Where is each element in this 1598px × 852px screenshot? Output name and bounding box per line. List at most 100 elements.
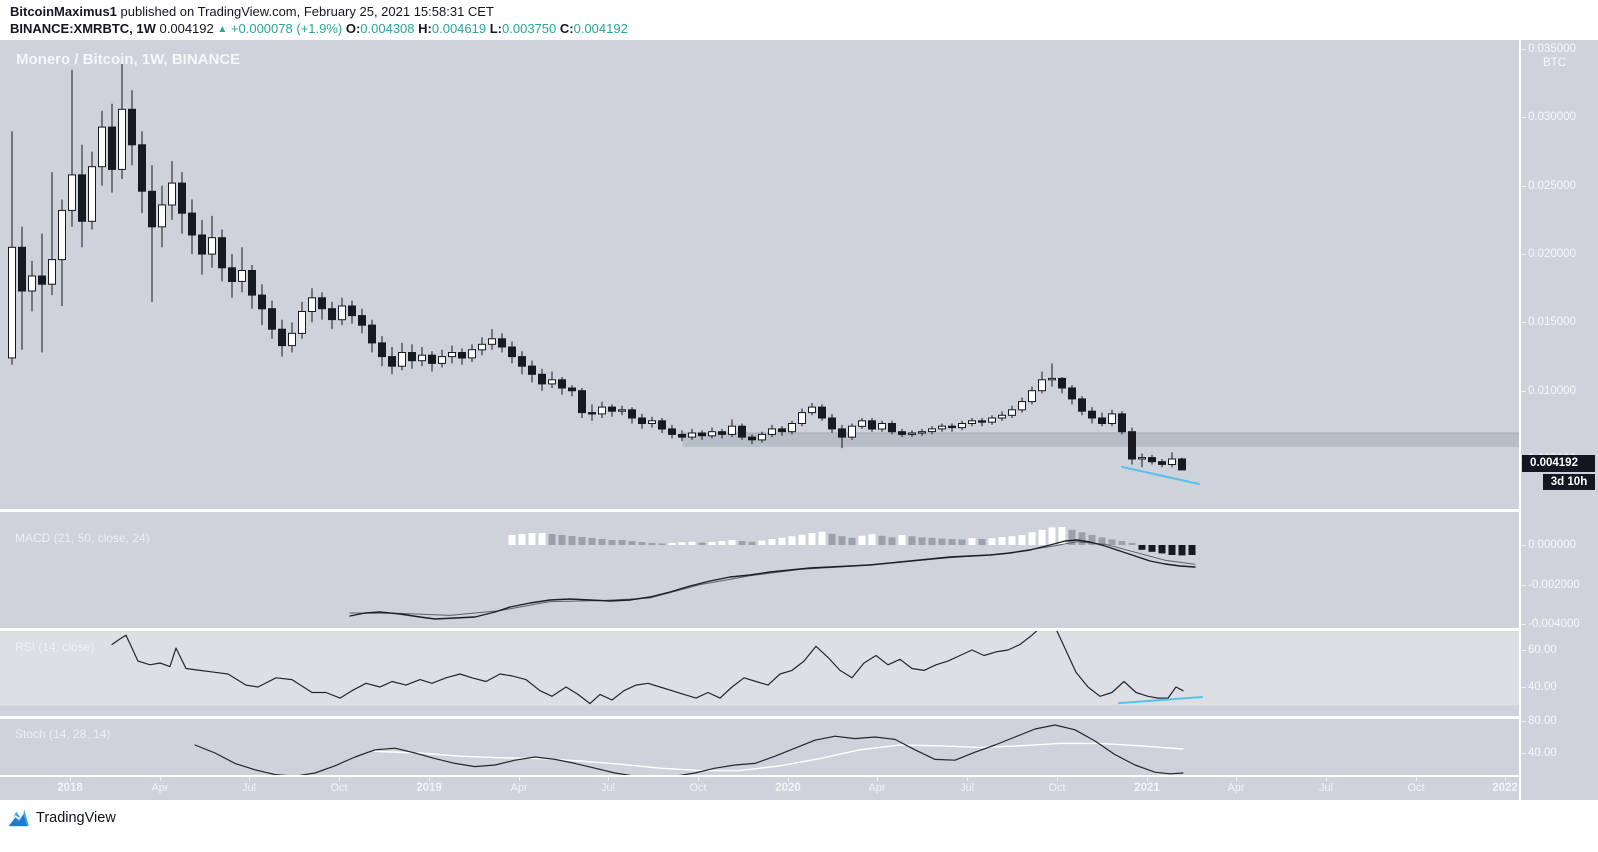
candle-body [798,412,806,425]
candle [598,401,606,418]
high-value: 0.004619 [431,21,487,36]
candle-body [518,356,526,367]
time-tick [1236,777,1237,781]
candle [1138,453,1146,468]
candle [588,404,596,421]
candle [1008,405,1016,418]
candle [168,161,176,220]
candle [138,131,146,214]
candle [188,199,196,255]
candle-body [28,275,36,292]
time-label-month: Apr [151,782,169,794]
candle [828,413,836,433]
candle [1028,386,1036,405]
macd-histogram-bar [1118,541,1126,545]
macd-histogram-bar [718,541,726,545]
candle [288,322,296,353]
time-tick [339,777,340,781]
close-label: C: [559,21,574,36]
panel-separator[interactable] [0,509,1519,512]
candle [878,420,886,432]
candle-body [1148,457,1156,463]
macd-histogram-bar [1038,529,1046,545]
candle-body [1158,461,1166,465]
time-label-month: Jul [600,782,616,794]
candle-body [718,431,726,435]
axis-tick-dash [1521,391,1526,392]
stoch-pane-label[interactable]: Stoch (14, 28, 14) [15,727,111,741]
macd-line [349,539,1196,620]
candle [768,424,776,438]
candle-body [158,204,166,228]
candle-body [88,166,96,222]
candle-body [378,342,386,358]
macd-histogram-bar [658,543,666,545]
candle-body [148,190,156,228]
price-panel[interactable] [0,40,1519,509]
candle-body [438,356,446,364]
candle [718,428,726,439]
tradingview-brand[interactable]: TradingView [8,808,116,828]
candle-body [618,409,626,412]
chart-area[interactable]: Monero / Bitcoin, 1W, BINANCE MACD (21, … [0,40,1598,800]
axis-tick-dash [1521,254,1526,255]
stoch-tick: 40.00 [1528,747,1557,759]
candle-body [208,237,216,255]
macd-histogram-bar [1058,527,1066,545]
macd-histogram-bar [808,533,816,545]
price-tick: 0.035000 [1528,43,1576,55]
price-axis[interactable]: 0.035000 0.030000 0.025000 0.020000 0.015000… [1521,40,1598,800]
time-label-month: Apr [510,782,528,794]
panel-separator[interactable] [0,716,1519,719]
macd-panel[interactable] [0,512,1519,628]
candle-body [128,108,136,146]
rsi-panel[interactable] [0,631,1519,716]
candle-body [138,144,146,192]
time-label-month: Oct [689,782,707,794]
candle-body [1118,413,1126,433]
candle [478,337,486,356]
candle-body [198,234,206,255]
candle-body [78,174,86,222]
macd-histogram-bar [628,541,636,545]
trendline[interactable] [1121,465,1200,485]
candle-body [98,126,106,168]
candle-body [878,423,886,430]
time-axis[interactable]: 2018 Apr Jul Oct 2019 Apr Jul Oct 2020 Apr Jul Oct 2… [0,777,1519,800]
candle-body [348,305,356,317]
panel-separator[interactable] [0,628,1519,631]
candle-body [678,433,686,438]
candle-body [68,174,76,211]
candle [988,415,996,425]
candle-body [368,324,376,344]
candle [308,288,316,323]
time-tick [698,777,699,781]
candle-body [328,308,336,321]
candle-body [1008,409,1016,416]
candle [388,347,396,375]
candle [578,388,586,418]
candle-body [688,432,696,438]
candle [498,333,506,353]
axis-tick-dash [1521,117,1526,118]
candle-body [268,308,276,330]
price-tick: 0.025000 [1528,180,1576,192]
panel-separator[interactable] [0,775,1519,777]
rsi-pane-label[interactable]: RSI (14, close) [15,640,95,654]
candle [1158,459,1166,468]
last-price: 0.004192 [159,21,214,36]
macd-histogram-bar [618,540,626,545]
support-zone[interactable] [683,433,1519,447]
candle-body [528,365,536,375]
candle [198,219,206,275]
brand-text: TradingView [36,810,116,826]
candle [958,420,966,431]
candle-body [168,182,176,206]
macd-pane-label[interactable]: MACD (21, 50, close, 24) [15,531,150,545]
stoch-panel[interactable] [0,719,1519,775]
candle-body [388,356,396,367]
macd-histogram-bar [998,537,1006,545]
rsi-trendline[interactable] [1118,696,1203,705]
candle-body [488,338,496,345]
candle [608,404,616,417]
